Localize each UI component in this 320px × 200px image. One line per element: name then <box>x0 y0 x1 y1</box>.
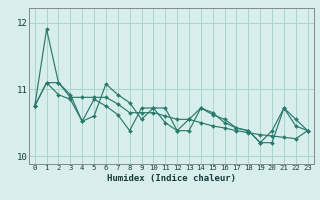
X-axis label: Humidex (Indice chaleur): Humidex (Indice chaleur) <box>107 174 236 183</box>
